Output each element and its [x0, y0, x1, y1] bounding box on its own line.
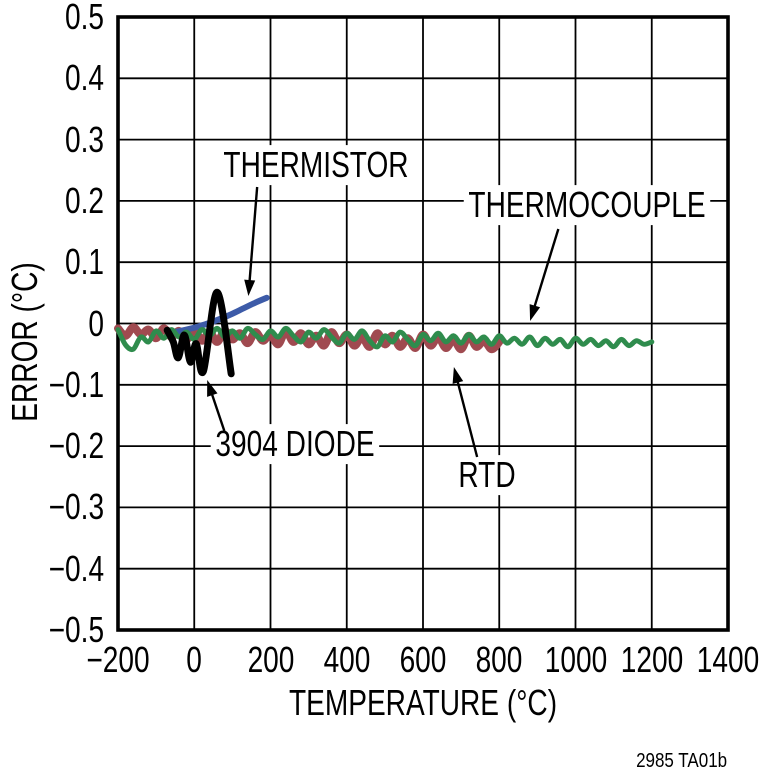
- rtd-label: RTD: [454, 455, 521, 495]
- diode-label: 3904 DIODE: [210, 424, 380, 464]
- y-tick-label: −0.5: [48, 609, 104, 650]
- y-tick-label: 0.3: [64, 118, 104, 160]
- y-tick-label: 0.2: [64, 179, 104, 221]
- y-tick-label: −0.3: [48, 486, 104, 528]
- figure-caption: 2985 TA01b: [635, 750, 727, 772]
- y-tick-label: 0.5: [64, 0, 104, 37]
- y-tick-label: −0.2: [48, 425, 104, 467]
- y-tick-label: 0.1: [64, 241, 104, 283]
- y-tick-label: −0.4: [48, 547, 104, 589]
- x-tick-label: 0: [186, 639, 203, 680]
- y-tick-label: 0: [88, 302, 104, 344]
- x-tick-label: 1000: [544, 639, 607, 680]
- plot-frame: [116, 15, 730, 632]
- x-tick-label: 1400: [696, 639, 760, 680]
- x-tick-label: 1200: [620, 639, 683, 680]
- y-tick-label: −0.1: [48, 363, 104, 405]
- x-tick-label: 400: [323, 639, 371, 680]
- thermocouple-label: THERMOCOUPLE: [464, 185, 711, 225]
- x-tick-label: −200: [86, 639, 150, 680]
- x-tick-label: 200: [247, 639, 294, 680]
- y-tick-label: 0.4: [64, 57, 104, 99]
- series-3904-diode: [163, 288, 235, 378]
- x-tick-label: 800: [475, 639, 523, 680]
- thermistor-label: THERMISTOR: [219, 145, 414, 185]
- x-tick-label: 600: [399, 639, 447, 680]
- x-axis-title: TEMPERATURE (°C): [288, 682, 558, 723]
- y-axis-title: ERROR (°C): [4, 262, 45, 422]
